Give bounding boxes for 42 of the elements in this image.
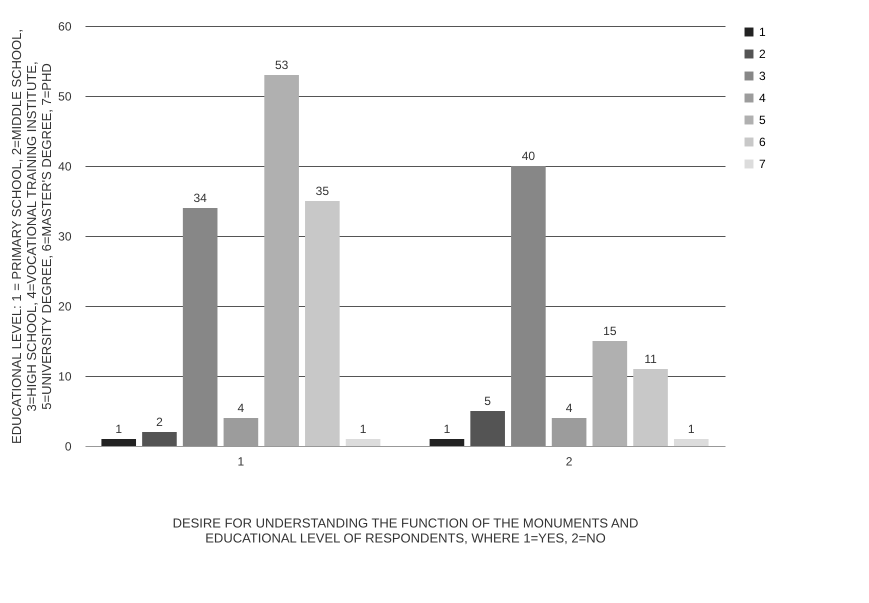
- data-label: 15: [603, 324, 617, 338]
- legend-label: 3: [759, 69, 766, 83]
- y-tick-label: 10: [58, 370, 72, 384]
- legend-label: 2: [759, 47, 766, 61]
- data-label: 34: [193, 191, 208, 205]
- data-label: 4: [238, 401, 245, 415]
- bar: [182, 208, 218, 446]
- data-label: 35: [316, 184, 330, 198]
- data-label: 1: [444, 422, 451, 436]
- data-label: 11: [644, 352, 658, 366]
- legend-label: 5: [759, 113, 766, 127]
- bar: [470, 411, 505, 446]
- data-label: 1: [115, 422, 122, 436]
- data-label: 4: [566, 401, 573, 415]
- x-axis-title: DESIRE FOR UNDERSTANDING THE FUNCTION OF THE MONUMENTS AND EDUCATIONAL LEVEL OF RESPONDENTS, WHERE 1=YES, 2=NO: [172, 516, 638, 546]
- data-label: 2: [156, 415, 164, 429]
- bar: [592, 341, 628, 446]
- bar: [511, 166, 546, 446]
- y-axis-title: EDUCATIONAL LEVEL: 1 = PRIMARY SCHOOL, 2=MIDDLE SCHOOL, 3=HIGH SCHOOL, 4=VOCATIONAL TRAINING INSTITUTE, 5=UNIVERSITY DEGREE, 6=MASTER'S DEGREE, 7=PHD: [9, 29, 54, 444]
- y-tick-label: 0: [64, 440, 72, 454]
- data-label: 53: [274, 58, 289, 72]
- bar: [264, 75, 299, 446]
- legend-label: 7: [759, 157, 766, 171]
- bar: [346, 439, 380, 446]
- legend-label: 6: [759, 135, 766, 149]
- bar: [142, 432, 177, 446]
- data-label: 1: [688, 422, 695, 436]
- bar: [305, 201, 340, 446]
- y-tick-label: 20: [58, 300, 72, 314]
- data-label: 40: [522, 149, 536, 163]
- legend-label: 1: [759, 25, 766, 39]
- bar: [674, 439, 709, 446]
- data-label: 1: [360, 422, 367, 436]
- legend-label: 4: [759, 91, 766, 105]
- y-tick-label: 60: [58, 20, 72, 34]
- y-tick-label: 30: [58, 230, 72, 244]
- bar: [633, 369, 668, 446]
- bar: [101, 439, 136, 446]
- y-tick-label: 50: [58, 90, 72, 104]
- y-tick-label: 40: [58, 160, 72, 174]
- bar: [430, 439, 464, 446]
- data-label: 5: [484, 394, 492, 408]
